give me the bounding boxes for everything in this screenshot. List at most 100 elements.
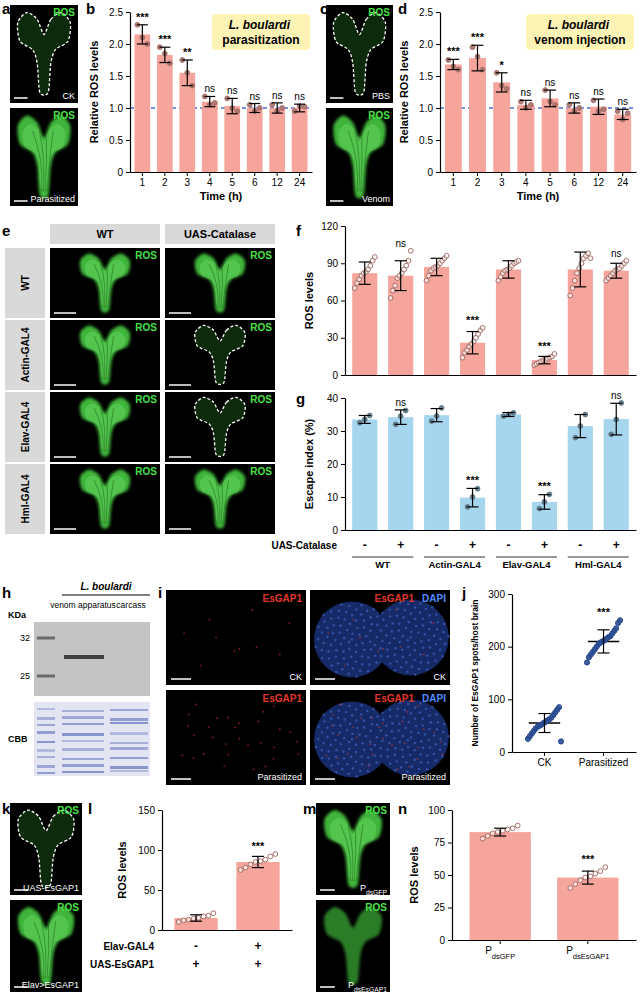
tissue	[80, 469, 130, 528]
nucleus	[434, 659, 437, 662]
error-cap	[544, 89, 556, 90]
nucleus	[424, 733, 427, 736]
spot	[440, 741, 442, 743]
spot	[234, 726, 236, 728]
error-cap	[496, 72, 508, 73]
tick-label: 1	[451, 177, 457, 188]
data-point	[211, 911, 216, 916]
nucleus	[360, 755, 363, 758]
nucleus	[326, 636, 329, 639]
image-label: PdsGFP	[360, 883, 388, 896]
nucleus	[367, 756, 370, 759]
data-point	[280, 106, 285, 111]
nucleus	[342, 750, 345, 753]
error-cap	[431, 258, 443, 259]
significance-label: ***	[597, 606, 611, 618]
spot	[193, 734, 195, 736]
group-label: Hml-GAL4	[575, 559, 622, 570]
stain-band	[37, 724, 55, 726]
error-cap	[294, 111, 305, 112]
nucleus	[351, 638, 354, 641]
nucleus	[334, 739, 337, 742]
nucleus	[342, 650, 345, 653]
data-point	[408, 248, 413, 253]
nucleus	[322, 642, 325, 645]
error-cap	[538, 509, 550, 510]
nucleus	[330, 610, 333, 613]
x-tick: 1	[451, 172, 457, 188]
image-label: CK	[289, 672, 302, 682]
significance-label: ns	[611, 248, 622, 259]
error-bar	[272, 103, 283, 113]
stain-band	[37, 741, 55, 743]
error-cap	[593, 98, 605, 99]
lane-label: venom apparatus	[50, 600, 116, 610]
trachea	[101, 480, 105, 523]
tick-mark	[341, 263, 345, 264]
spot	[327, 632, 329, 634]
spot	[442, 753, 444, 755]
trachea	[101, 264, 105, 307]
error-cap	[272, 102, 283, 103]
data-point	[570, 286, 575, 291]
stain-band	[62, 723, 104, 725]
spot	[265, 766, 267, 768]
spot	[372, 754, 374, 756]
spot	[290, 731, 292, 733]
nucleus	[355, 775, 358, 778]
nucleus	[343, 637, 346, 640]
nucleus	[442, 631, 445, 634]
spot	[273, 746, 275, 748]
x-axis: PdsGFPPdsEsGAP1	[453, 940, 637, 961]
nucleus	[315, 746, 318, 749]
data-point	[406, 258, 411, 263]
image-label: UAS-EsGAP1	[23, 883, 79, 893]
nucleus	[429, 646, 432, 649]
data-point	[603, 865, 608, 870]
nucleus	[348, 605, 351, 608]
error-cap	[574, 286, 586, 287]
error-bar	[538, 356, 550, 363]
image-background	[10, 5, 78, 103]
nucleus	[442, 731, 445, 734]
nucleus	[390, 730, 393, 733]
scale-bar	[54, 456, 76, 458]
error-cap	[395, 424, 407, 425]
tick-label: 75	[434, 837, 446, 848]
spot	[247, 744, 249, 746]
image-label: Parasitized	[257, 772, 302, 782]
group-line	[568, 557, 629, 558]
table-cell: +	[541, 538, 548, 552]
error-cap	[520, 100, 532, 101]
tick-mark	[477, 172, 478, 176]
lane-label: carcass	[116, 600, 145, 610]
nucleus	[422, 717, 425, 720]
channel-label: ROS	[365, 902, 387, 913]
y-axis: 010203040	[327, 393, 346, 536]
trachea	[94, 480, 103, 523]
nucleus	[328, 657, 331, 660]
nucleus	[344, 618, 347, 621]
nucleus	[396, 708, 399, 711]
nucleus	[360, 704, 363, 707]
nucleus	[368, 763, 371, 766]
error-bar	[593, 99, 605, 114]
image-background	[165, 392, 275, 462]
nucleus	[381, 640, 384, 643]
error-stem	[616, 403, 617, 435]
error-bar	[496, 73, 508, 92]
channel-label: ROS	[250, 322, 272, 333]
nucleus	[337, 616, 340, 619]
nucleus	[439, 749, 442, 752]
spot	[209, 619, 211, 621]
error-bar	[617, 109, 629, 119]
data-point	[243, 865, 248, 870]
trachea	[341, 824, 351, 881]
error-bar	[159, 47, 170, 62]
tick-label: 5	[229, 177, 235, 188]
tissue	[80, 253, 130, 312]
stain-band	[62, 771, 104, 773]
tissue	[324, 907, 382, 985]
nucleus	[345, 611, 348, 614]
error-bar	[137, 25, 148, 44]
